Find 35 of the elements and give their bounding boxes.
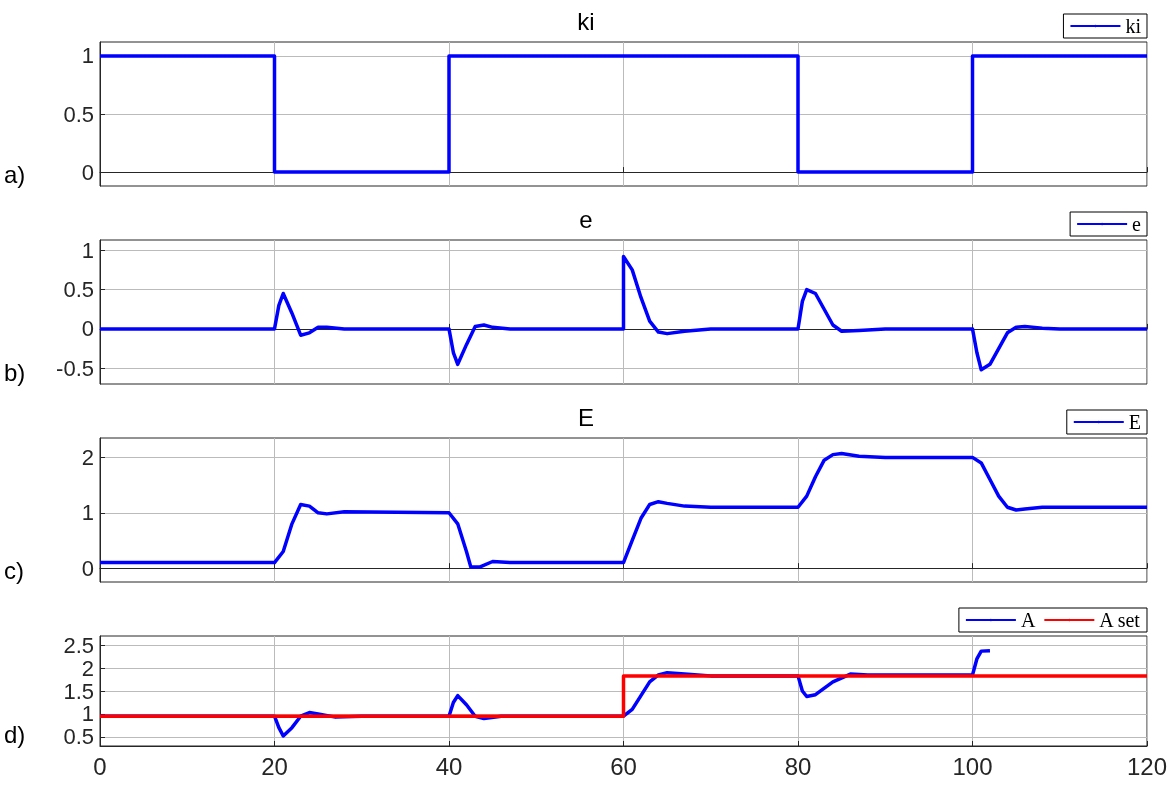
legend-label: E [1128,411,1141,433]
y-tick-label: 0 [81,555,94,581]
x-tick-label: 120 [1126,752,1168,780]
legend-label: A set [1099,609,1141,631]
y-tick-label: 2.5 [63,632,94,658]
x-tick-label: 60 [610,752,637,780]
text: a) [4,160,26,188]
y-tick-label: -0.5 [56,355,94,381]
text: c) [4,556,24,584]
line-series [98,451,1149,569]
legend-label: A [1020,609,1036,631]
y-tick-label: 1 [81,237,94,263]
y-tick-label: 0 [81,316,94,342]
line-series [98,254,1149,372]
x-tick-label: 40 [435,752,463,780]
y-tick-label: 1 [81,43,94,69]
x-tick-label: 100 [952,752,993,780]
y-tick-label: 0.5 [63,277,94,303]
chart-title: ki [577,7,595,35]
chart-title: E [577,403,595,431]
y-tick-label: 2 [81,444,94,470]
x-tick-label: 20 [261,752,288,780]
legend-label: ki [1125,15,1142,37]
y-tick-label: 1 [81,500,94,526]
x-tick-label: 80 [784,752,812,780]
y-tick-label: 1.5 [63,678,94,704]
y-tick-label: 2 [81,655,94,681]
y-tick-label: 1 [81,701,94,727]
y-tick-label: 0 [81,159,94,185]
legend-label: e [1132,213,1142,235]
y-tick-label: 0.5 [63,101,94,127]
text: d) [4,720,26,748]
chart-title: e [579,205,593,233]
y-tick-label: 0.5 [63,724,94,750]
text: b) [4,358,26,386]
